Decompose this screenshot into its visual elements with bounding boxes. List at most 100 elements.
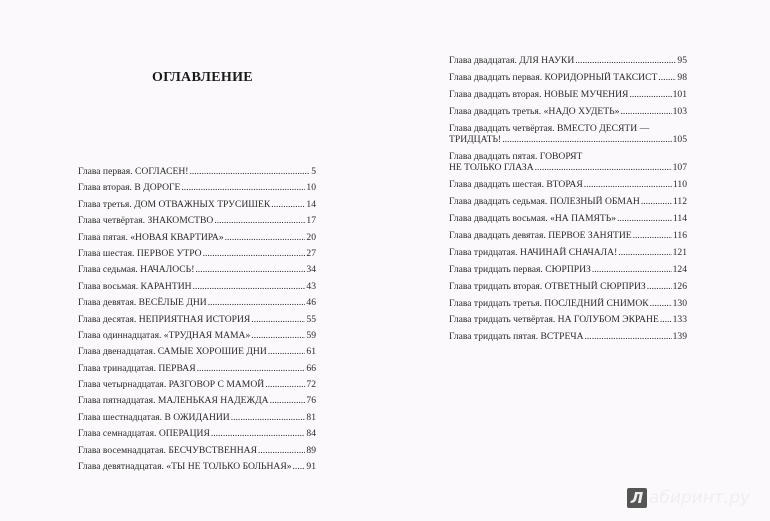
toc-entry: Глава двадцать девятая. ПЕРВОЕ ЗАНЯТИЕ 11… [449, 230, 687, 242]
toc-entry: Глава одиннадцатая. «ТРУДНАЯ МАМА» 59 [78, 330, 316, 342]
toc-entry-title: Глава десятая. НЕПРИЯТНАЯ ИСТОРИЯ [78, 313, 251, 325]
toc-entry-page: 66 [306, 362, 316, 374]
dot-leader [647, 281, 672, 293]
dot-leader [203, 248, 306, 260]
toc-entry-title: Глава двадцать восьмая. «НА ПАМЯТЬ» [449, 213, 617, 225]
toc-entry: Глава двадцать первая. КОРИДОРНЫЙ ТАКСИС… [449, 72, 687, 84]
toc-entry-page: 27 [306, 247, 316, 259]
labirint-logo-icon: Л [627, 488, 647, 508]
dot-leader [633, 230, 672, 242]
toc-entry-title: НЕ ТОЛЬКО ГЛАЗА [449, 162, 534, 174]
dot-leader [251, 314, 305, 326]
dot-leader [584, 179, 672, 191]
toc-entry: Глава четвёртая. ЗНАКОМСТВО 17 [78, 215, 316, 227]
dot-leader [629, 89, 671, 101]
toc-entry: Глава седьмая. НАЧАЛОСЬ! 34 [78, 264, 316, 276]
toc-entry-page: 81 [306, 411, 316, 423]
toc-entry-title-line: Глава двадцать пятая. ГОВОРЯТ [449, 150, 583, 162]
toc-entry-page: 121 [672, 246, 687, 258]
toc-entry-page: 59 [306, 329, 316, 341]
toc-entry: Глава шестнадцатая. В ОЖИДАНИИ 81 [78, 412, 316, 424]
toc-entry: Глава семнадцатая. ОПЕРАЦИЯ 84 [78, 428, 316, 440]
toc-entry: Глава двадцать третья. «НАДО ХУДЕТЬ» 103 [449, 106, 687, 118]
dot-leader [650, 298, 672, 310]
toc-entry-page: 126 [672, 280, 687, 292]
toc-entry-page: 105 [672, 134, 687, 146]
toc-entry-title: Глава первая. СОГЛАСЕН! [78, 166, 189, 177]
toc-entry-title: Глава двадцать девятая. ПЕРВОЕ ЗАНЯТИЕ [449, 230, 632, 242]
toc-entry-page: 98 [677, 71, 687, 83]
toc-entry-page: 76 [306, 395, 316, 407]
toc-left-column: Глава первая. СОГЛАСЕН! 5 Глава вторая. В … [78, 166, 316, 477]
toc-entry-title: Глава двенадцатая. САМЫЕ ХОРОШИЕ ДНИ [78, 346, 267, 358]
dot-leader [502, 134, 671, 146]
toc-entry-page: 84 [306, 428, 316, 440]
dot-leader [270, 395, 306, 407]
dot-leader [258, 445, 305, 457]
toc-entry: Глава двадцать седьмая. ПОЛЕЗНЫЙ ОБМАН 11… [449, 196, 687, 208]
toc-entry: Глава вторая. В ДОРОГЕ 10 [78, 182, 316, 194]
toc-entry: Глава пятая. «НОВАЯ КВАРТИРА» 20 [78, 232, 316, 244]
dot-leader [195, 264, 305, 276]
dot-leader [189, 166, 310, 178]
dot-leader [585, 331, 672, 343]
toc-entry: Глава тридцатая. НАЧИНАЙ СНАЧАЛА! 121 [449, 247, 687, 259]
toc-entry-title: Глава третья. ДОМ ОТВАЖНЫХ ТРУСИШЕК [78, 198, 271, 210]
toc-entry-page: 17 [306, 215, 316, 227]
toc-entry-page: 91 [306, 461, 316, 473]
toc-entry-title: Глава двадцать третья. «НАДО ХУДЕТЬ» [449, 105, 620, 117]
toc-entry-page: 103 [672, 105, 687, 117]
page-title: ОГЛАВЛЕНИЕ [152, 70, 253, 85]
dot-leader [197, 363, 306, 375]
toc-entry-title: Глава двадцать седьмая. ПОЛЕЗНЫЙ ОБМАН [449, 196, 640, 208]
dot-leader [231, 412, 306, 424]
dot-leader [225, 232, 306, 244]
toc-entry-title: Глава тридцать первая. СЮРПРИЗ [449, 263, 591, 275]
toc-entry: Глава четырнадцатая. РАЗГОВОР С МАМОЙ 72 [78, 379, 316, 391]
toc-entry-page: 116 [672, 230, 687, 242]
watermark-text: абиринт.ру [649, 488, 751, 508]
toc-entry: Глава восьмая. КАРАНТИН 43 [78, 281, 316, 293]
dot-leader [620, 106, 671, 118]
dot-leader [208, 297, 306, 309]
toc-entry-page: 46 [306, 297, 316, 309]
toc-entry: Глава тридцать третья. ПОСЛЕДНИЙ СНИМОК 1… [449, 298, 687, 310]
toc-entry-title: Глава тридцать третья. ПОСЛЕДНИЙ СНИМОК [449, 297, 649, 309]
toc-entry: Глава тридцать первая. СЮРПРИЗ 124 [449, 264, 687, 276]
toc-entry-title: Глава двадцатая. ДЛЯ НАУКИ [449, 55, 575, 66]
dot-leader [193, 281, 306, 293]
toc-entry-page: 101 [672, 88, 687, 100]
dot-leader [641, 196, 672, 208]
toc-entry-title: Глава пятая. «НОВАЯ КВАРТИРА» [78, 231, 224, 243]
toc-entry-title: Глава семнадцатая. ОПЕРАЦИЯ [78, 428, 210, 440]
toc-entry-title: Глава четырнадцатая. РАЗГОВОР С МАМОЙ [78, 379, 265, 391]
toc-entry: Глава пятнадцатая. МАЛЕНЬКАЯ НАДЕЖДА 76 [78, 395, 316, 407]
toc-entry-page: 61 [306, 346, 316, 358]
watermark: Л абиринт.ру [627, 488, 750, 508]
toc-entry-title: Глава восемнадцатая. БЕСЧУВСТВЕННАЯ [78, 444, 257, 456]
toc-entry: Глава двадцать вторая. НОВЫЕ МУЧЕНИЯ 101 [449, 89, 687, 101]
toc-entry-title: Глава тридцать вторая. ОТВЕТНЫЙ СЮРПРИЗ [449, 280, 646, 292]
toc-entry-page: 112 [672, 196, 687, 208]
toc-entry-page: 95 [677, 55, 687, 66]
toc-entry: Глава двадцать шестая. ВТОРАЯ 110 [449, 179, 687, 191]
toc-entry-page: 55 [306, 313, 316, 325]
toc-entry: Глава тринадцатая. ПЕРВАЯ 66 [78, 363, 316, 375]
toc-entry: Глава восемнадцатая. БЕСЧУВСТВЕННАЯ 89 [78, 445, 316, 457]
toc-entry-page: 34 [306, 264, 316, 276]
toc-entry: Глава шестая. ПЕРВОЕ УТРО 27 [78, 248, 316, 260]
toc-entry-title: Глава тридцать четвёртая. НА ГОЛУБОМ ЭКР… [449, 314, 659, 326]
toc-entry-title: Глава шестнадцатая. В ОЖИДАНИИ [78, 411, 230, 423]
toc-entry-title: ТРИДЦАТЬ! [449, 134, 502, 146]
toc-entry-title: Глава тридцать пятая. ВСТРЕЧА [449, 331, 584, 343]
toc-entry-page: 114 [672, 213, 687, 225]
dot-leader [271, 199, 305, 211]
toc-entry-title: Глава седьмая. НАЧАЛОСЬ! [78, 264, 195, 276]
toc-right-column: Глава двадцатая. ДЛЯ НАУКИ 95 Глава двадца… [449, 55, 687, 348]
toc-entry: Глава третья. ДОМ ОТВАЖНЫХ ТРУСИШЕК 14 [78, 199, 316, 211]
dot-leader [251, 330, 305, 342]
toc-entry-page: 14 [306, 198, 316, 210]
toc-entry-title: Глава девятнадцатая. «ТЫ НЕ ТОЛЬКО БОЛЬН… [78, 461, 292, 473]
dot-leader [658, 72, 676, 84]
toc-entry: Глава двадцать четвёртая. ВМЕСТО ДЕСЯТИ … [449, 123, 687, 146]
